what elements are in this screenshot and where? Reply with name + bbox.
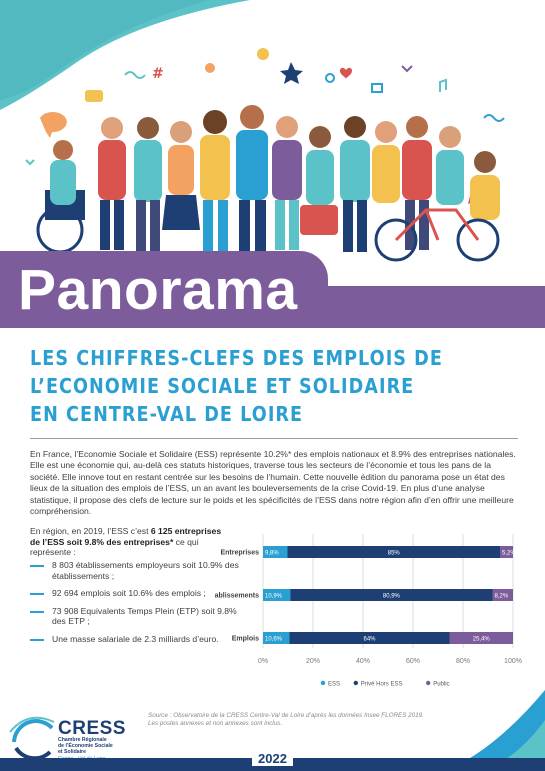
data-label: 10,6% xyxy=(265,636,283,642)
banner-tab xyxy=(0,251,328,328)
x-tick-label: 0% xyxy=(258,658,268,665)
x-tick-label: 40% xyxy=(356,658,370,665)
data-label: 80,9% xyxy=(383,593,401,599)
category-label: Entreprises xyxy=(220,550,259,557)
legend-label: Privé Hors ESS xyxy=(361,682,403,688)
bar-segment xyxy=(449,632,513,644)
fact-item: 92 694 emplois soit 10.6% des emplois ; xyxy=(30,588,240,599)
data-label: 25,4% xyxy=(473,636,491,642)
fact-item: 8 803 établissements employeurs soit 10.… xyxy=(30,560,240,581)
heading-line-1: LES CHIFFRES-CLEFS DES EMPLOIS DE xyxy=(30,346,443,370)
legend-swatch xyxy=(353,680,358,686)
x-tick-label: 100% xyxy=(504,658,522,665)
bar-segment xyxy=(263,546,288,558)
heading-line-3: EN CENTRE-VAL DE LOIRE xyxy=(30,402,304,426)
logo-subtitle: Chambre Régionale de l’Économie Sociale … xyxy=(58,737,128,755)
bar-segment xyxy=(290,589,493,601)
lead-paragraph: En région, en 2019, l’ESS c’est 6 125 en… xyxy=(30,526,230,558)
x-tick-label: 20% xyxy=(306,658,320,665)
data-label: 8,2% xyxy=(495,593,509,599)
bar-segment xyxy=(287,546,500,558)
source-note: Source : Observatoire de la CRESS Centre… xyxy=(148,712,448,728)
bar-segment xyxy=(289,632,450,644)
legend-swatch xyxy=(320,680,326,686)
fact-item: Une masse salariale de 2.3 milliards d’e… xyxy=(30,634,240,645)
logo-sub-line: et Solidaire xyxy=(58,748,86,755)
page-heading: LES CHIFFRES-CLEFS DES EMPLOIS DE L’ECON… xyxy=(30,344,443,428)
logo-wordmark: CRESS xyxy=(58,718,126,739)
x-tick-label: 80% xyxy=(456,658,470,665)
fact-item: 73 908 Equivalents Temps Plein (ETP) soi… xyxy=(30,606,240,627)
bar-segment xyxy=(492,589,513,601)
x-tick-label: 60% xyxy=(406,658,420,665)
bar-segment xyxy=(263,632,290,644)
data-label: 5,2% xyxy=(502,550,516,556)
section-divider xyxy=(30,438,518,439)
logo-sub-line: Chambre Régionale xyxy=(58,737,107,743)
category-label: Emplois xyxy=(232,636,259,643)
data-label: 64% xyxy=(363,636,376,642)
footer-year: 2022 xyxy=(252,752,293,766)
legend-label: Public xyxy=(433,682,449,688)
bar-segment xyxy=(500,546,513,558)
lead-prefix: En région, en 2019, l’ESS c’est xyxy=(30,526,151,536)
legend-swatch xyxy=(426,680,431,686)
lead-suffix: ce qui représente : xyxy=(30,536,199,558)
intro-paragraph: En France, l’Economie Sociale et Solidai… xyxy=(30,449,516,517)
stacked-bar-chart: 0% 20% 40% 60% 80% 100% Entreprises 9,8% 85% 5,2%… xyxy=(215,534,522,688)
facts-list: 8 803 établissements employeurs soit 10.… xyxy=(30,560,240,652)
legend-label: ESS xyxy=(328,682,340,688)
category-label: Etablissements xyxy=(215,593,259,600)
hero-illustration: # xyxy=(0,0,545,262)
data-label: 10,9% xyxy=(265,593,283,599)
data-label: 85% xyxy=(388,550,401,556)
lead-highlight: 6 125 entreprises de l’ESS soit 9.8% des… xyxy=(30,526,222,547)
social-icons: # xyxy=(25,48,505,204)
logo-sub-line: de l’Économie Sociale xyxy=(58,742,113,749)
source-line-1: Source : Observatoire de la CRESS Centre… xyxy=(148,712,424,719)
heading-line-2: L’ECONOMIE SOCIALE ET SOLIDAIRE xyxy=(30,374,415,398)
crowd-people xyxy=(36,105,500,262)
svg-text:#: # xyxy=(152,66,164,82)
bar-segment xyxy=(263,589,291,601)
banner-title: Panorama xyxy=(18,258,298,322)
source-line-2: Les postes annexes et non annexes sont i… xyxy=(148,720,283,727)
data-label: 9,8% xyxy=(265,550,279,556)
